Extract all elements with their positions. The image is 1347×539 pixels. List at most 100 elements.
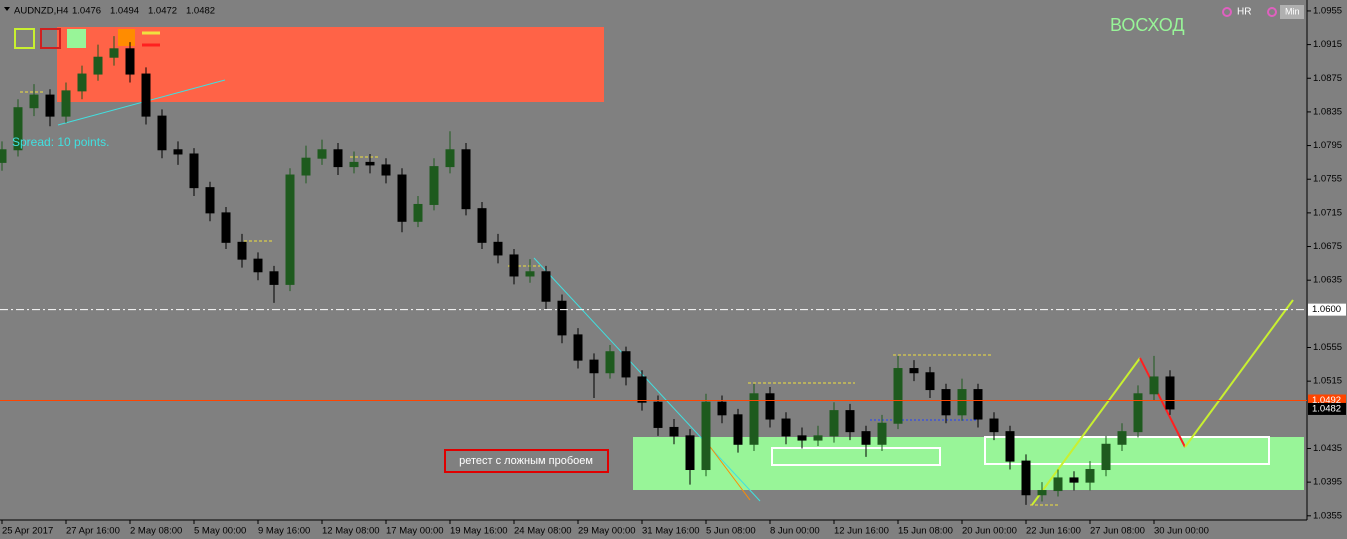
candle-body — [237, 241, 247, 260]
header-value: 1.0472 — [148, 6, 177, 17]
candle-body — [173, 149, 183, 155]
y-tick-label: 1.0355 — [1313, 510, 1342, 521]
candle-body — [205, 187, 215, 214]
icon — [118, 29, 135, 46]
y-tick-label: 1.0795 — [1313, 140, 1342, 151]
y-tick-label: 1.0755 — [1313, 174, 1342, 185]
candle-body — [1101, 443, 1111, 471]
x-tick-label: 24 May 08:00 — [514, 526, 572, 537]
x-tick-label: 5 Jun 08:00 — [706, 526, 756, 537]
candle-body — [653, 401, 663, 428]
candle-body — [141, 73, 151, 117]
candle-body — [829, 410, 839, 437]
box — [984, 436, 1270, 465]
icon — [67, 29, 86, 48]
candle-body — [477, 208, 487, 243]
x-tick-label: 12 May 08:00 — [322, 526, 380, 537]
candle-body — [349, 161, 359, 168]
candle-body — [397, 174, 407, 222]
level-label: 1.0600 — [1312, 304, 1341, 315]
annotation-box — [444, 449, 609, 473]
candle-body — [925, 372, 935, 391]
trend-line — [533, 257, 761, 502]
candle-body — [509, 254, 519, 277]
candle-body — [605, 351, 615, 374]
x-tick-label: 22 Jun 16:00 — [1026, 526, 1081, 537]
icon — [14, 28, 35, 49]
dropdown-arrow — [4, 7, 10, 11]
candle-body — [445, 149, 455, 168]
level-label-box — [1308, 303, 1346, 316]
candle-body — [845, 410, 855, 433]
candle-body — [317, 149, 327, 159]
x-tick-label: 15 Jun 08:00 — [898, 526, 953, 537]
candle-body — [781, 418, 791, 437]
candle-body — [0, 149, 7, 163]
x-tick-label: 29 May 00:00 — [578, 526, 636, 537]
zigzag — [1031, 357, 1141, 506]
header-value: 1.0482 — [186, 6, 215, 17]
candle-body — [29, 94, 39, 109]
y-tick-label: 1.0675 — [1313, 241, 1342, 252]
candle-body — [733, 414, 743, 445]
candle-body — [621, 351, 631, 378]
candle-body — [861, 431, 871, 445]
candle-body — [749, 393, 759, 445]
candle-body — [1005, 431, 1015, 462]
y-tick-label: 1.0635 — [1313, 275, 1342, 286]
candle-body — [669, 426, 679, 437]
candle-body — [1165, 376, 1175, 410]
candle-body — [557, 300, 567, 336]
trend-line — [704, 439, 751, 501]
chart-title: AUDNZD,H4 — [14, 6, 68, 17]
y-tick-label: 1.0835 — [1313, 106, 1342, 117]
candle-body — [717, 401, 727, 416]
x-tick-label: 9 May 16:00 — [258, 526, 310, 537]
indicator-box — [1280, 5, 1304, 19]
candle-body — [765, 393, 775, 420]
level-label: 1.0492 — [1312, 395, 1341, 406]
candle-body — [909, 368, 919, 374]
candle-body — [637, 376, 647, 403]
candle-body — [13, 107, 23, 151]
indicator-label: Min — [1285, 6, 1300, 16]
signal-text: ВОСХОД — [1110, 15, 1185, 35]
y-tick-label: 1.0515 — [1313, 376, 1342, 387]
annotation-text: ретест с ложным пробоем — [459, 455, 593, 467]
candle-body — [461, 149, 471, 210]
candle-body — [1117, 431, 1127, 445]
plot — [0, 36, 1175, 505]
x-tick-label: 8 Jun 00:00 — [770, 526, 820, 537]
icon — [40, 28, 61, 49]
x-tick-label: 12 Jun 16:00 — [834, 526, 889, 537]
candle-body — [125, 48, 135, 75]
candle-body — [573, 334, 583, 361]
candle-body — [189, 153, 199, 189]
candle-body — [253, 258, 263, 273]
candle-body — [877, 422, 887, 445]
candle-body — [589, 359, 599, 374]
header-value: 1.0476 — [72, 6, 101, 17]
x-tick-label: 27 Apr 16:00 — [66, 526, 120, 537]
price-label-box — [1308, 402, 1346, 415]
candle-body — [93, 56, 103, 75]
levels-dotted — [20, 91, 1060, 506]
header-value: 1.0494 — [110, 6, 139, 17]
candle-body — [157, 115, 167, 151]
candle-body — [957, 389, 967, 416]
candle-body — [61, 90, 71, 117]
candle-body — [941, 389, 951, 416]
box — [771, 447, 941, 466]
x-tick-label: 5 May 00:00 — [194, 526, 246, 537]
candle-body — [1053, 477, 1063, 492]
indicator-icon — [1267, 7, 1277, 17]
x-tick-label: 19 May 16:00 — [450, 526, 508, 537]
x-tick-label: 2 May 08:00 — [130, 526, 182, 537]
candle-body — [541, 271, 551, 302]
candle-body — [1085, 469, 1095, 483]
candle-body — [109, 48, 119, 58]
candle-body — [221, 212, 231, 243]
candle-body — [685, 435, 695, 471]
y-tick-label: 1.0435 — [1313, 443, 1342, 454]
